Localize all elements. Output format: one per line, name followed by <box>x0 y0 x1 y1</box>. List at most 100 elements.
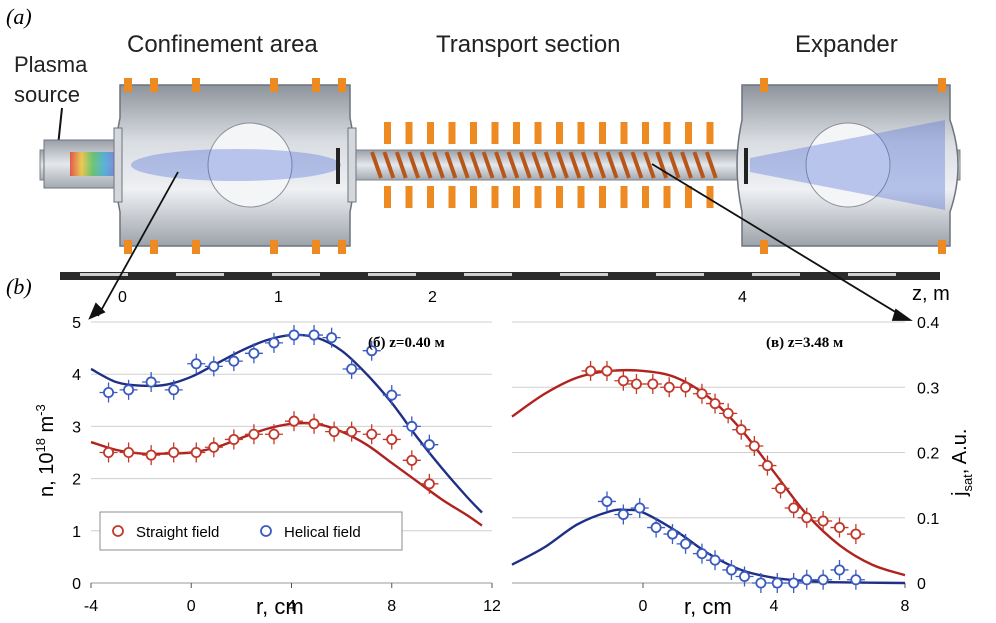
current-x-label: r, cm <box>684 594 732 619</box>
transport-coil <box>448 186 456 208</box>
current-helical-point <box>784 573 803 593</box>
expander-label: Expander <box>795 31 898 58</box>
density-helical-point <box>142 372 161 393</box>
density-straight-point <box>99 442 118 463</box>
helical-winding <box>407 151 421 179</box>
density-straight-point <box>264 424 283 445</box>
current-helical-point <box>797 569 816 590</box>
transport-coil <box>405 122 413 144</box>
helical-winding <box>605 151 619 179</box>
transport-coil <box>556 186 563 208</box>
position-arrows <box>88 163 913 321</box>
current-straight-point <box>771 478 790 499</box>
device-schematic <box>39 78 961 254</box>
current-x-tick: 8 <box>901 598 910 615</box>
density-helical-point <box>285 325 304 346</box>
current-straight-point <box>732 419 751 440</box>
current-straight-point <box>784 497 803 518</box>
current-y-tick: 0.1 <box>917 511 939 528</box>
current-helical-point <box>735 566 754 587</box>
plasma-source-label-2: source <box>14 82 80 107</box>
current-straight-point <box>797 507 816 528</box>
density-straight-point <box>285 411 304 432</box>
transport-coil <box>427 186 434 208</box>
current-y-label-rest: , A.u. <box>949 429 971 475</box>
current-x-tick: 0 <box>639 598 648 615</box>
current-helical-point <box>706 550 725 571</box>
density-helical-point <box>187 353 206 374</box>
density-straight-point <box>142 445 161 466</box>
density-x-tick: 0 <box>187 598 196 615</box>
current-helical-point <box>722 559 741 580</box>
transport-coil <box>620 122 628 144</box>
density-chart-title: (б) z=0.40 м <box>368 335 445 351</box>
transport-coil <box>642 186 649 208</box>
current-straight-point <box>745 435 764 456</box>
helical-winding <box>692 151 706 179</box>
helical-winding <box>494 151 507 179</box>
density-helical-point <box>244 343 263 364</box>
helical-winding <box>618 151 631 179</box>
density-straight-point <box>305 413 324 434</box>
z-axis: 0 1 2 4 z, m <box>60 272 950 306</box>
density-y-label-main: n, 10 <box>36 453 58 497</box>
density-y-tick: 1 <box>72 524 81 541</box>
current-straight-point <box>706 393 725 414</box>
density-x-tick: 4 <box>287 598 296 615</box>
current-helical-fit-curve <box>511 508 906 585</box>
current-straight-point <box>581 360 600 381</box>
current-helical-point <box>768 573 787 593</box>
z-tick-3: 4 <box>738 289 747 306</box>
current-straight-point <box>643 373 662 394</box>
transport-coil <box>448 122 456 144</box>
transport-coil <box>706 186 714 208</box>
transport-coil <box>706 122 714 144</box>
current-helical-point <box>676 533 695 554</box>
density-straight-point <box>119 442 138 463</box>
density-y-label-sup2: -3 <box>33 404 48 416</box>
legend-straight-label: Straight field <box>136 524 219 541</box>
legend: Straight field Helical field <box>99 511 403 551</box>
transport-coil <box>685 186 692 208</box>
transport-coil <box>599 122 606 144</box>
density-helical-point <box>382 385 401 406</box>
density-y-label: n, 1018 m-3 <box>33 404 58 497</box>
density-helical-point <box>224 351 243 372</box>
transport-coil <box>577 122 585 144</box>
helical-winding <box>580 151 594 179</box>
density-straight-point <box>204 437 223 458</box>
current-helical-point <box>751 573 770 593</box>
helical-winding <box>568 151 582 179</box>
density-helical-point <box>119 379 138 400</box>
transport-coil <box>556 122 563 144</box>
density-straight-point <box>187 442 206 463</box>
z-tick-0: 0 <box>118 289 127 306</box>
panel-a-label: (a) <box>6 4 32 29</box>
density-y-label-sup1: 18 <box>33 438 48 452</box>
helical-winding <box>456 151 470 179</box>
current-helical-point <box>630 497 649 518</box>
helical-winding <box>481 151 495 179</box>
current-y-label-sub: sat <box>960 474 975 492</box>
z-axis-label: z, m <box>912 283 950 305</box>
z-tick-1: 1 <box>274 289 283 306</box>
current-helical-point <box>830 559 849 580</box>
density-helical-point <box>164 379 183 400</box>
density-y-tick: 5 <box>72 315 81 332</box>
transport-coil <box>599 186 606 208</box>
current-straight-point <box>627 373 646 394</box>
density-straight-point <box>224 429 243 450</box>
current-chart-title: (в) z=3.48 м <box>766 335 843 351</box>
legend-marker-helical <box>260 525 272 537</box>
transport-coil <box>384 122 391 144</box>
density-straight-point <box>420 473 439 494</box>
transport-coil <box>620 186 628 208</box>
density-helical-point <box>264 332 283 353</box>
current-helical-point <box>647 517 666 538</box>
density-y-tick: 4 <box>72 367 81 384</box>
density-helical-point <box>322 327 341 348</box>
density-helical-point <box>305 325 324 346</box>
density-x-tick: 12 <box>483 598 501 615</box>
current-straight-point <box>758 455 777 476</box>
